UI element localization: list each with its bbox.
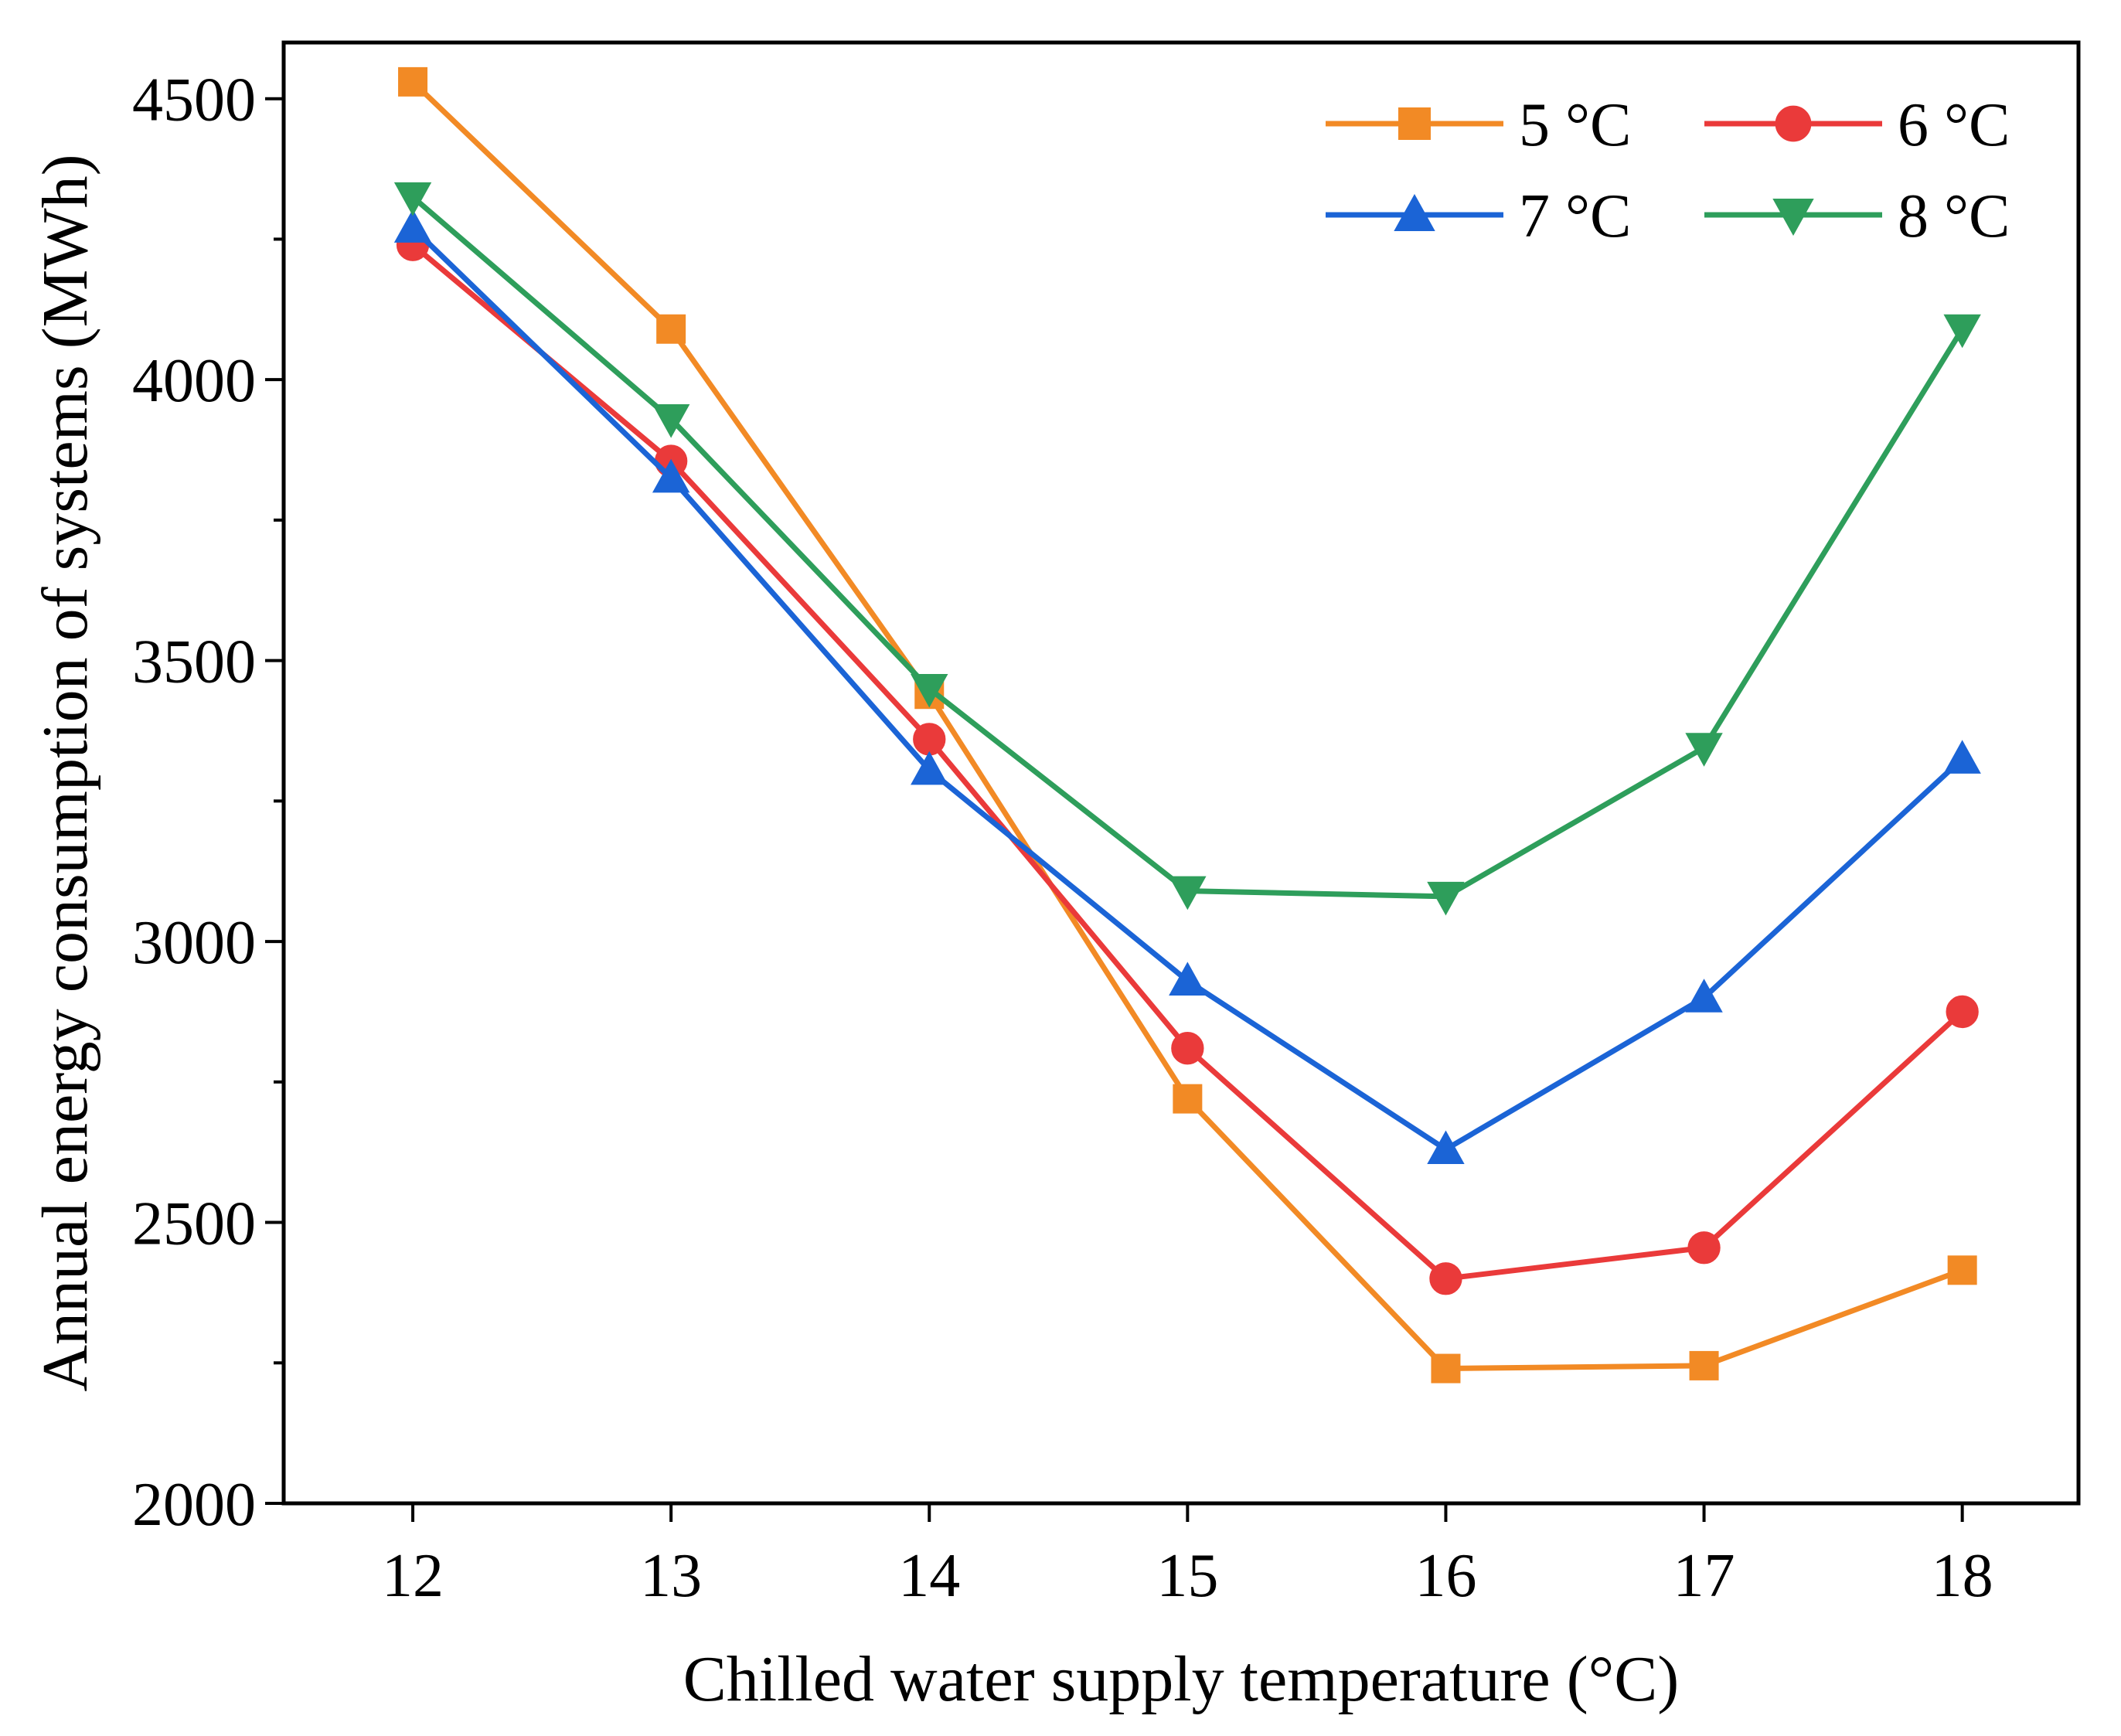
y-tick-label: 2500 — [132, 1190, 256, 1258]
y-tick-label: 3500 — [132, 628, 256, 696]
legend-label: 5 °C — [1519, 91, 1631, 159]
line-chart: 12 13 14 15 16 17 18 200025003000350040004500 … — [0, 0, 2121, 1736]
data-point — [657, 315, 685, 343]
data-point — [914, 723, 945, 754]
data-point — [1430, 1263, 1461, 1294]
data-point — [399, 68, 427, 96]
y-tick-label: 4000 — [132, 347, 256, 415]
y-tick-label: 3000 — [132, 909, 256, 977]
legend-label: 7 °C — [1519, 182, 1631, 250]
x-tick-label: 16 — [1415, 1542, 1476, 1610]
x-tick-label: 14 — [898, 1542, 960, 1610]
x-tick-label: 15 — [1156, 1542, 1218, 1610]
data-point — [1432, 1355, 1459, 1383]
x-tick-label: 17 — [1673, 1542, 1735, 1610]
x-tick-label: 13 — [640, 1542, 702, 1610]
data-point — [1688, 1232, 1719, 1263]
data-point — [1173, 1085, 1201, 1113]
legend-label: 6 °C — [1898, 91, 2010, 159]
y-tick-label: 4500 — [132, 66, 256, 134]
chart-background — [0, 0, 2121, 1736]
x-tick-label: 12 — [382, 1542, 444, 1610]
data-point — [1172, 1033, 1203, 1064]
legend-marker — [1399, 108, 1430, 139]
x-tick-label: 18 — [1932, 1542, 1993, 1610]
data-point — [1946, 996, 1977, 1027]
data-point — [1690, 1352, 1718, 1380]
legend-label: 8 °C — [1898, 182, 2010, 250]
x-axis-title: Chilled water supply temperature (°C) — [683, 1643, 1680, 1715]
y-tick-label: 2000 — [132, 1471, 256, 1539]
y-axis-title: Annual energy consumption of systems (MW… — [29, 154, 101, 1391]
legend-marker — [1776, 107, 1811, 141]
data-point — [1949, 1256, 1976, 1284]
